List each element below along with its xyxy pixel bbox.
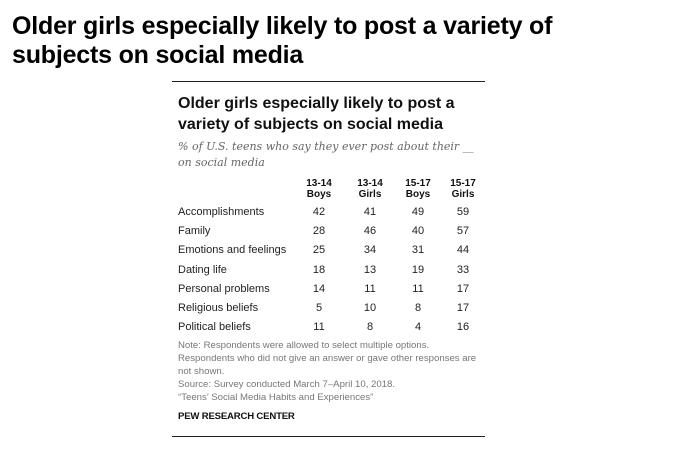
row-label: Accomplishments <box>178 206 265 218</box>
table-cell: 41 <box>363 206 377 218</box>
table-cell: 11 <box>412 282 424 295</box>
table-cell: 4 <box>414 321 422 334</box>
row-label: Religious beliefs <box>178 302 259 314</box>
bottom-rule <box>172 436 485 437</box>
table-cell: 28 <box>312 225 326 238</box>
column-age: 13-14 <box>357 178 383 189</box>
row-label: Family <box>178 225 211 238</box>
row-label: Personal problems <box>178 282 270 295</box>
table-cell: 14 <box>312 282 326 295</box>
top-rule <box>172 81 485 82</box>
column-age: 15-17 <box>405 178 431 189</box>
table-cell: 11 <box>364 282 376 295</box>
note-text: Note: Respondents were allowed to select… <box>178 340 477 377</box>
table-cell: 25 <box>312 244 326 257</box>
column-gender: Boys <box>405 189 431 200</box>
table-cell: 10 <box>363 302 377 314</box>
column-header: 13-14 Boys <box>294 178 344 200</box>
table-cell: 57 <box>456 225 470 238</box>
column-header: 15-17 Girls <box>438 178 488 200</box>
column-header: 15-17 Boys <box>393 178 443 200</box>
column-age: 15-17 <box>450 178 476 189</box>
table-cell: 16 <box>456 321 470 334</box>
table-cell: 17 <box>456 302 470 314</box>
table-cell: 59 <box>456 206 470 218</box>
table-cell: 42 <box>312 206 326 218</box>
page-title: Older girls especially likely to post a … <box>12 12 553 69</box>
table-cell: 49 <box>411 206 425 218</box>
table-cell: 18 <box>312 263 326 276</box>
row-label: Dating life <box>178 263 227 276</box>
column-gender: Boys <box>306 189 332 200</box>
brand-logo: PEW RESEARCH CENTER <box>178 411 295 422</box>
column-header: 13-14 Girls <box>345 178 395 200</box>
table-cell: 17 <box>456 282 470 295</box>
row-label: Political beliefs <box>178 321 251 334</box>
chart-title: Older girls especially likely to post a … <box>178 95 455 133</box>
table-cell: 31 <box>411 244 425 257</box>
table-cell: 8 <box>414 302 422 314</box>
table-cell: 44 <box>456 244 470 257</box>
table-cell: 46 <box>363 225 377 238</box>
source-text: Source: Survey conducted March 7–April 1… <box>178 379 396 390</box>
table-cell: 33 <box>456 263 470 276</box>
column-gender: Girls <box>451 189 475 200</box>
table-cell: 11 <box>313 321 325 334</box>
table-cell: 13 <box>363 263 377 276</box>
chart-subtitle: % of U.S. teens who say they ever post a… <box>178 140 474 169</box>
table-cell: 19 <box>411 263 425 276</box>
table-cell: 40 <box>411 225 425 238</box>
table-cell: 34 <box>363 244 377 257</box>
row-label: Emotions and feelings <box>178 244 287 257</box>
column-age: 13-14 <box>306 178 332 189</box>
notes: Note: Respondents were allowed to select… <box>178 339 483 404</box>
table-cell: 8 <box>366 321 374 334</box>
column-gender: Girls <box>358 189 382 200</box>
report-title: “Teens’ Social Media Habits and Experien… <box>178 392 374 403</box>
table-cell: 5 <box>315 302 323 314</box>
